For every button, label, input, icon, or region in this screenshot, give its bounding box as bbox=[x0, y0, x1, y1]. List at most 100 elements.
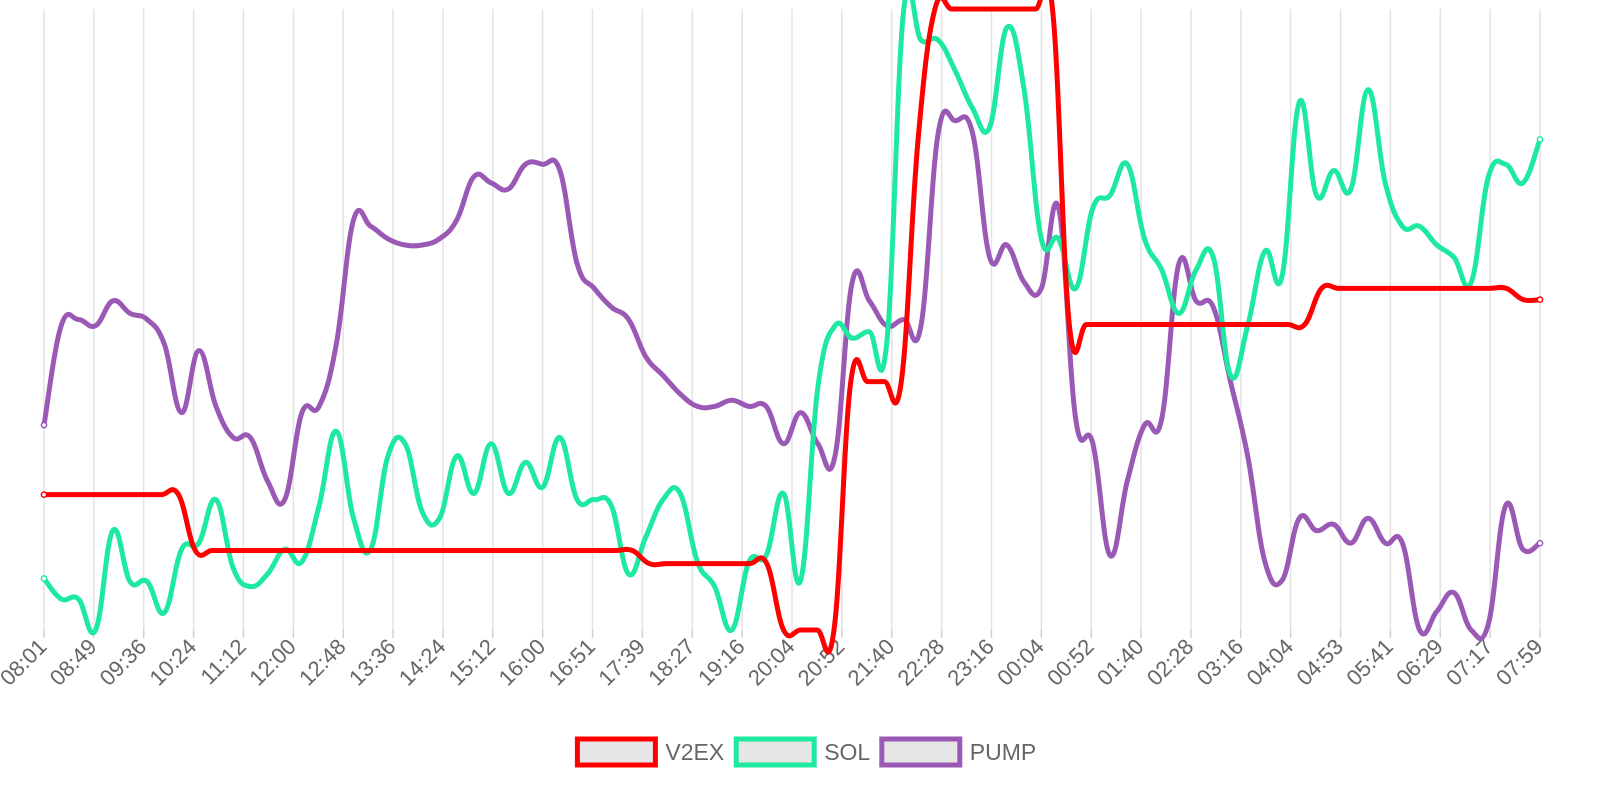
data-point-sol[interactable] bbox=[489, 441, 494, 446]
data-point-pump[interactable] bbox=[1262, 559, 1267, 564]
data-point-pump[interactable] bbox=[1469, 628, 1474, 632]
data-point-sol[interactable] bbox=[592, 497, 597, 502]
data-point-sol[interactable] bbox=[248, 584, 253, 589]
data-point-sol[interactable] bbox=[575, 497, 580, 502]
data-point-pump[interactable] bbox=[1297, 516, 1302, 521]
data-point-v2ex[interactable] bbox=[1536, 296, 1544, 303]
data-point-v2ex[interactable] bbox=[832, 628, 836, 632]
data-point-pump[interactable] bbox=[643, 354, 648, 359]
data-point-sol[interactable] bbox=[643, 534, 648, 539]
data-point-sol[interactable] bbox=[764, 553, 769, 558]
data-point-sol[interactable] bbox=[901, 7, 906, 11]
data-point-v2ex[interactable] bbox=[563, 548, 568, 553]
data-point-pump[interactable] bbox=[781, 441, 786, 446]
data-point-v2ex[interactable] bbox=[1369, 286, 1374, 291]
data-point-pump[interactable] bbox=[1434, 609, 1439, 614]
data-point-sol[interactable] bbox=[179, 547, 184, 552]
data-point-v2ex[interactable] bbox=[613, 548, 618, 553]
data-point-sol[interactable] bbox=[712, 584, 717, 589]
data-point-v2ex[interactable] bbox=[731, 561, 736, 566]
data-point-sol[interactable] bbox=[1297, 100, 1302, 105]
data-point-v2ex[interactable] bbox=[1084, 322, 1089, 327]
data-point-pump[interactable] bbox=[1417, 628, 1422, 632]
data-point-sol[interactable] bbox=[729, 628, 734, 632]
data-point-sol[interactable] bbox=[781, 491, 786, 496]
data-point-v2ex[interactable] bbox=[579, 548, 584, 553]
data-point-v2ex[interactable] bbox=[1353, 286, 1358, 291]
data-point-pump[interactable] bbox=[798, 410, 803, 415]
data-point-v2ex[interactable] bbox=[596, 548, 601, 553]
data-point-sol[interactable] bbox=[1056, 236, 1061, 241]
data-point-sol[interactable] bbox=[1348, 187, 1353, 192]
data-point-v2ex[interactable] bbox=[848, 379, 853, 384]
data-point-pump[interactable] bbox=[471, 174, 476, 179]
data-point-pump[interactable] bbox=[609, 305, 614, 310]
data-point-v2ex[interactable] bbox=[1000, 7, 1005, 11]
data-point-sol[interactable] bbox=[1176, 311, 1181, 316]
data-point-v2ex[interactable] bbox=[1336, 286, 1341, 291]
data-point-pump[interactable] bbox=[523, 162, 528, 167]
data-point-sol[interactable] bbox=[540, 485, 545, 490]
data-point-pump[interactable] bbox=[248, 435, 253, 440]
data-point-pump[interactable] bbox=[867, 298, 872, 303]
data-point-v2ex[interactable] bbox=[1487, 286, 1492, 291]
data-point-v2ex[interactable] bbox=[126, 492, 130, 497]
data-point-v2ex[interactable] bbox=[92, 492, 97, 497]
data-point-sol[interactable] bbox=[1004, 25, 1009, 30]
data-point-sol[interactable] bbox=[1503, 162, 1508, 167]
data-point-pump[interactable] bbox=[1228, 379, 1233, 384]
data-point-v2ex[interactable] bbox=[428, 548, 433, 553]
data-point-v2ex[interactable] bbox=[1117, 322, 1122, 327]
data-point-v2ex[interactable] bbox=[512, 548, 517, 553]
data-point-pump[interactable] bbox=[953, 118, 958, 123]
data-point-pump[interactable] bbox=[729, 398, 734, 403]
data-point-sol[interactable] bbox=[867, 329, 872, 334]
data-point-sol[interactable] bbox=[93, 628, 98, 632]
data-point-sol[interactable] bbox=[678, 491, 683, 496]
data-point-sol[interactable] bbox=[1486, 174, 1491, 179]
data-point-v2ex[interactable] bbox=[193, 548, 198, 553]
data-point-v2ex[interactable] bbox=[462, 548, 467, 553]
data-point-pump[interactable] bbox=[1400, 541, 1405, 546]
data-point-pump[interactable] bbox=[1314, 528, 1319, 533]
data-point-v2ex[interactable] bbox=[445, 548, 450, 553]
data-point-v2ex[interactable] bbox=[1134, 322, 1139, 327]
data-point-pump[interactable] bbox=[299, 410, 304, 415]
data-point-pump[interactable] bbox=[661, 373, 665, 378]
data-point-sol[interactable] bbox=[936, 38, 941, 43]
data-point-pump[interactable] bbox=[93, 323, 98, 328]
data-point-sol[interactable] bbox=[437, 516, 442, 521]
data-point-sol[interactable] bbox=[1417, 224, 1422, 229]
data-point-v2ex[interactable] bbox=[1050, 7, 1055, 11]
data-point-v2ex[interactable] bbox=[176, 492, 181, 497]
legend-item-v2ex[interactable]: V2EX bbox=[574, 736, 724, 768]
data-point-pump[interactable] bbox=[764, 404, 769, 409]
data-point-v2ex[interactable] bbox=[479, 548, 483, 553]
data-point-v2ex[interactable] bbox=[1067, 322, 1072, 327]
data-point-pump[interactable] bbox=[162, 342, 167, 347]
data-point-v2ex[interactable] bbox=[40, 491, 48, 498]
data-point-v2ex[interactable] bbox=[260, 548, 265, 553]
data-point-sol[interactable] bbox=[1159, 267, 1164, 272]
data-point-pump[interactable] bbox=[128, 311, 132, 316]
data-point-v2ex[interactable] bbox=[714, 561, 719, 566]
data-point-pump[interactable] bbox=[506, 187, 511, 192]
data-point-sol[interactable] bbox=[1073, 286, 1078, 291]
data-point-pump[interactable] bbox=[334, 342, 339, 347]
data-point-pump[interactable] bbox=[1245, 454, 1250, 459]
data-point-sol[interactable] bbox=[833, 323, 837, 328]
data-point-pump[interactable] bbox=[1503, 503, 1508, 508]
data-point-sol[interactable] bbox=[1194, 267, 1199, 272]
data-point-pump[interactable] bbox=[1348, 541, 1353, 546]
data-point-pump[interactable] bbox=[40, 421, 48, 429]
data-point-pump[interactable] bbox=[1280, 578, 1285, 583]
data-point-sol[interactable] bbox=[970, 106, 975, 111]
data-point-pump[interactable] bbox=[1056, 205, 1061, 210]
data-point-sol[interactable] bbox=[919, 38, 923, 43]
data-point-pump[interactable] bbox=[385, 236, 390, 241]
data-point-v2ex[interactable] bbox=[1269, 322, 1274, 327]
data-point-sol[interactable] bbox=[214, 497, 218, 502]
data-point-sol[interactable] bbox=[609, 503, 614, 508]
data-point-pump[interactable] bbox=[368, 224, 373, 229]
data-point-pump[interactable] bbox=[179, 410, 184, 415]
